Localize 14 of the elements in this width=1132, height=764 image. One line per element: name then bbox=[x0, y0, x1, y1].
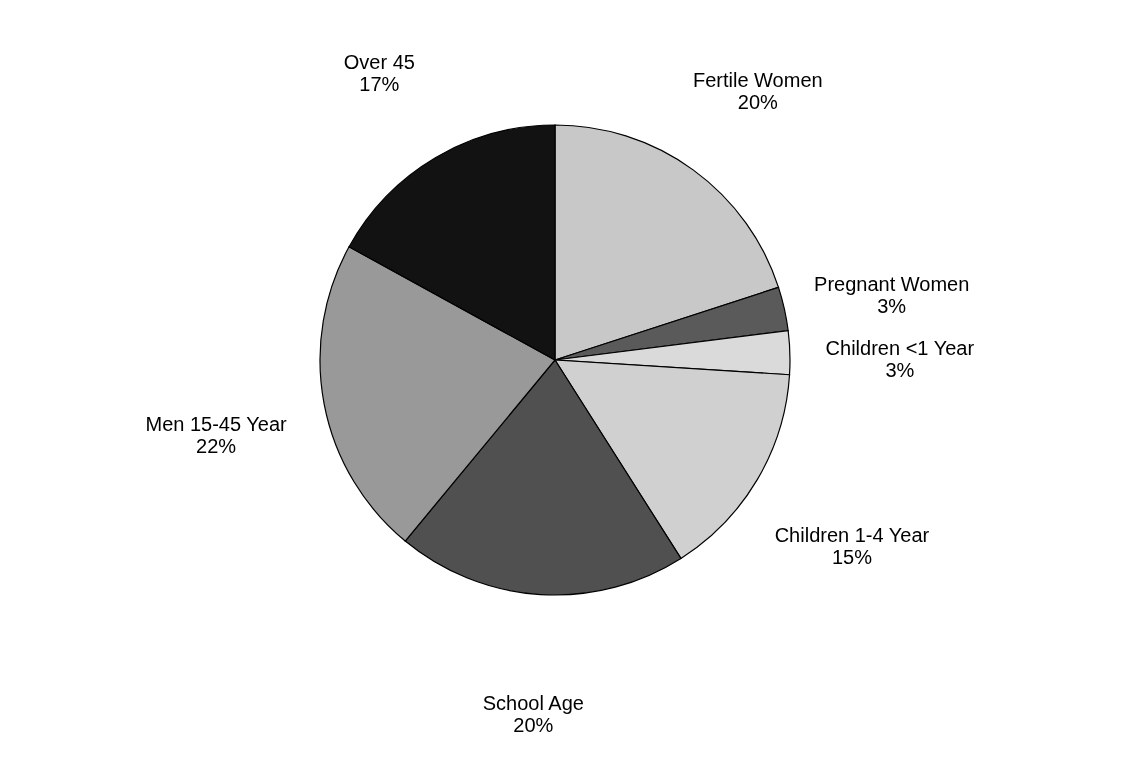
slice-label: Men 15-45 Year bbox=[145, 412, 288, 435]
data-label: 3% bbox=[885, 359, 915, 382]
data-label: 3% bbox=[877, 294, 907, 317]
slice-label: Pregnant Women bbox=[814, 272, 970, 295]
slice-label: Children <1 Year bbox=[825, 337, 975, 360]
slice-label: Children 1-4 Year bbox=[774, 523, 930, 546]
data-label: 22% bbox=[196, 434, 237, 457]
data-label: 17% bbox=[359, 73, 400, 96]
data-label: 20% bbox=[737, 90, 779, 113]
data-label: 15% bbox=[831, 545, 873, 568]
data-label: 20% bbox=[513, 714, 554, 737]
slice-label: School Age bbox=[482, 692, 584, 715]
slice-label: Fertile Women bbox=[692, 68, 823, 91]
slice-label: Over 45 bbox=[343, 51, 415, 74]
